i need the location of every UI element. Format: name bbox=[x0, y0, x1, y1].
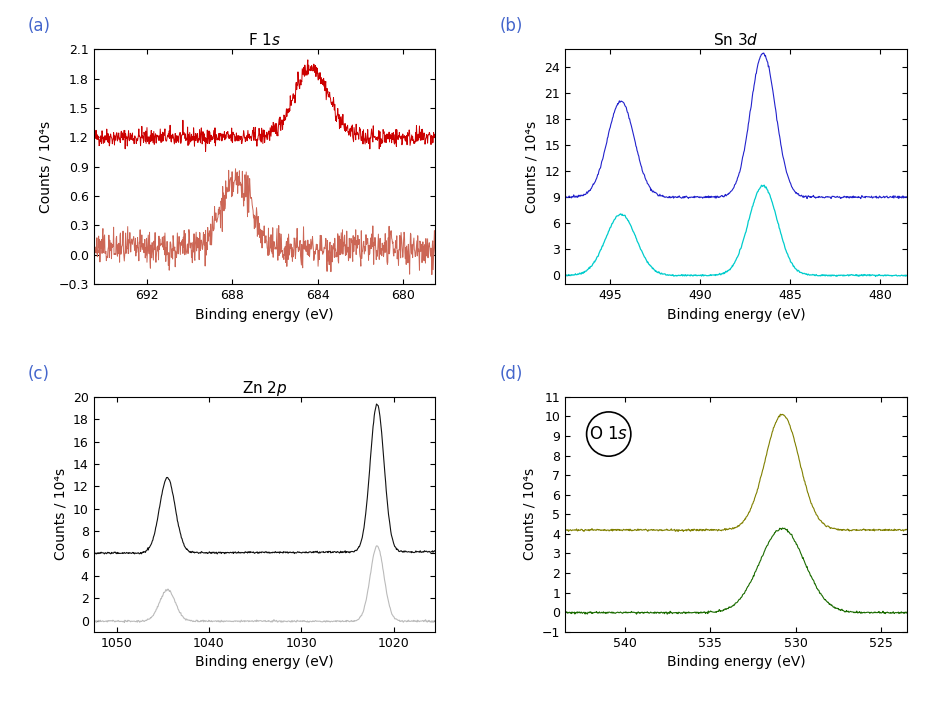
Y-axis label: Counts / 10⁴s: Counts / 10⁴s bbox=[38, 121, 52, 213]
Title: Zn $\it{2p}$: Zn $\it{2p}$ bbox=[241, 378, 287, 398]
Y-axis label: Counts / 10⁴s: Counts / 10⁴s bbox=[53, 468, 67, 560]
Y-axis label: Counts / 10⁴s: Counts / 10⁴s bbox=[523, 468, 537, 560]
X-axis label: Binding energy (eV): Binding energy (eV) bbox=[195, 655, 334, 669]
Text: (a): (a) bbox=[28, 17, 51, 35]
Text: (d): (d) bbox=[499, 365, 523, 383]
X-axis label: Binding energy (eV): Binding energy (eV) bbox=[667, 307, 805, 322]
Text: (c): (c) bbox=[28, 365, 50, 383]
Text: (b): (b) bbox=[499, 17, 523, 35]
Text: O $\it{1s}$: O $\it{1s}$ bbox=[589, 425, 628, 443]
Title: Sn $\it{3d}$: Sn $\it{3d}$ bbox=[713, 32, 759, 48]
Y-axis label: Counts / 10⁴s: Counts / 10⁴s bbox=[525, 121, 539, 213]
X-axis label: Binding energy (eV): Binding energy (eV) bbox=[667, 655, 805, 669]
Title: F $\it{1s}$: F $\it{1s}$ bbox=[248, 32, 280, 48]
X-axis label: Binding energy (eV): Binding energy (eV) bbox=[195, 307, 334, 322]
